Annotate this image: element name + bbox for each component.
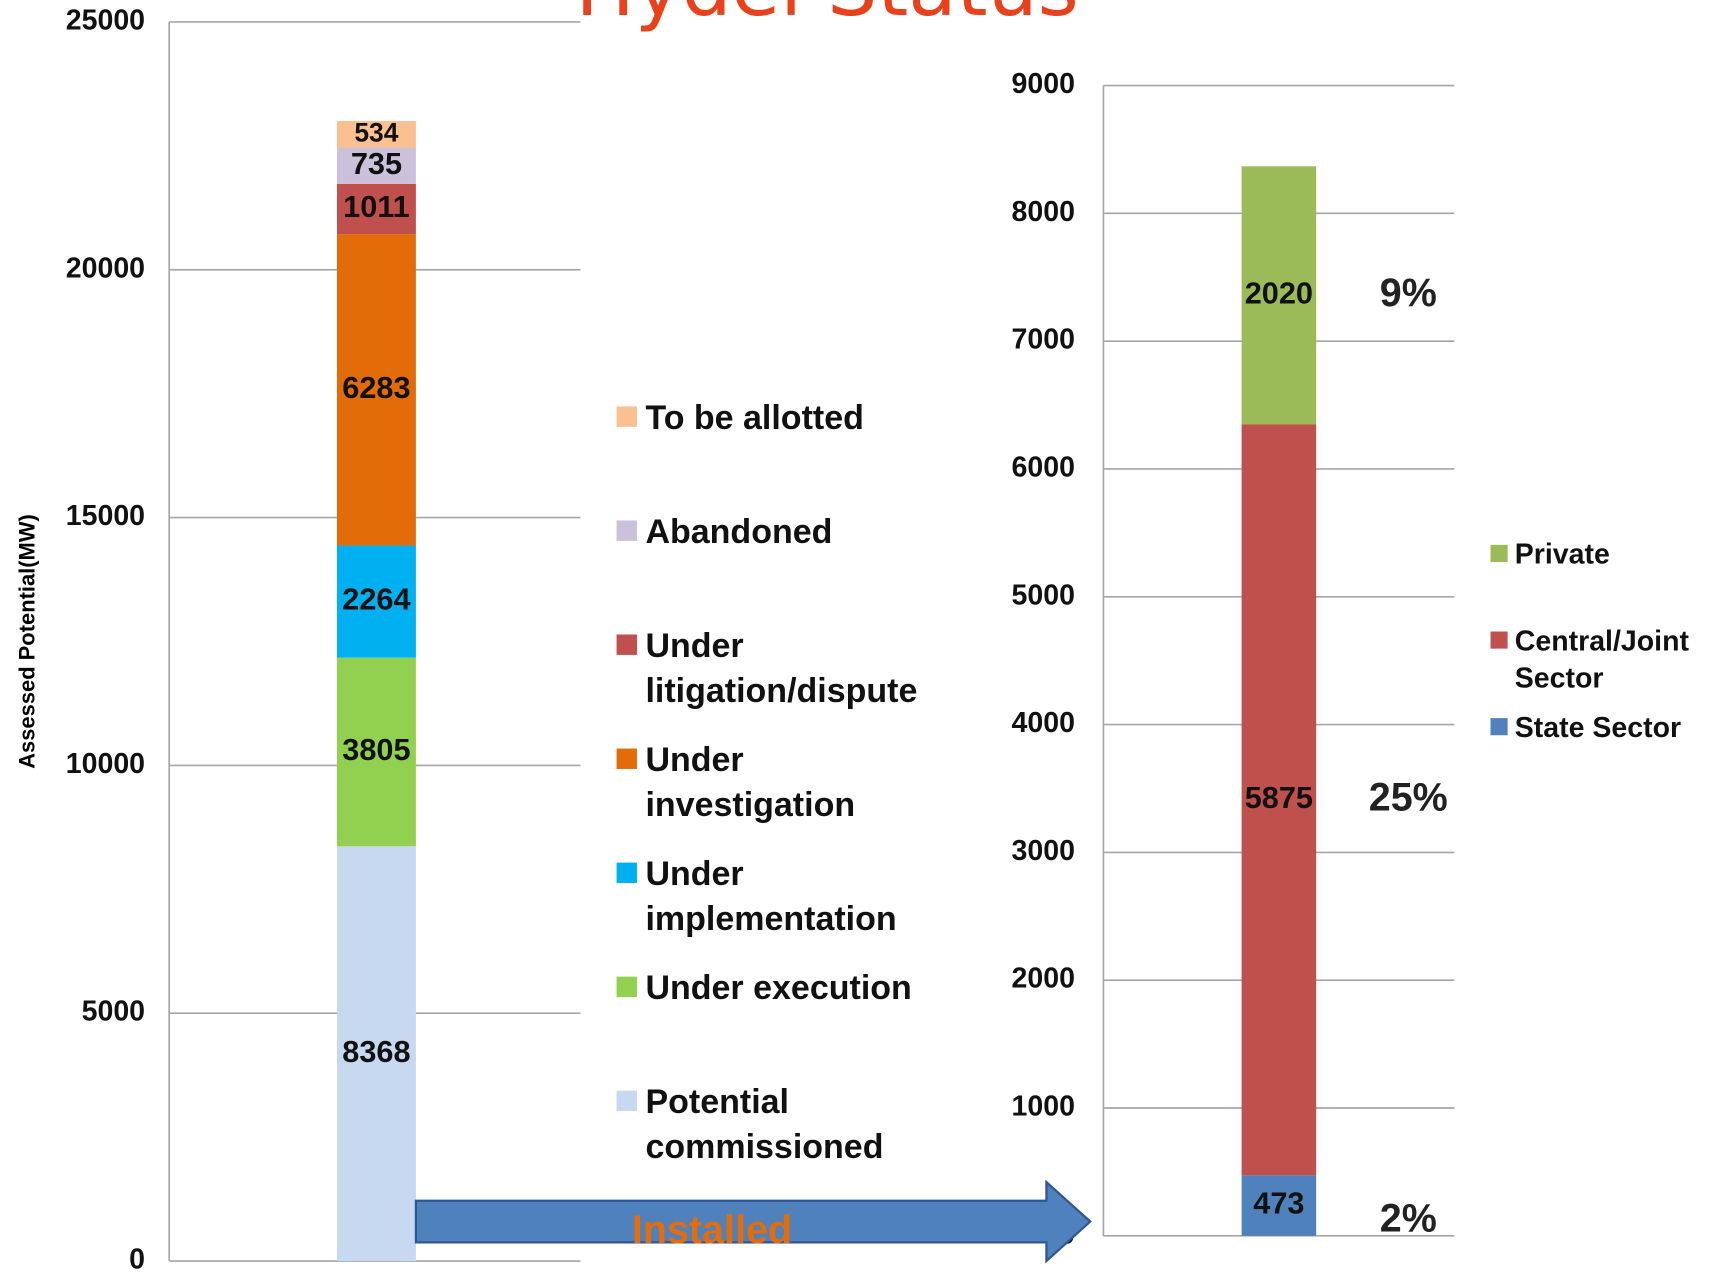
y-axis-title: Assessed Potential(MW) — [15, 514, 40, 769]
y-tick-label: 10000 — [66, 748, 145, 780]
y-tick-label: 1000 — [1012, 1091, 1075, 1123]
legend-label: Potential commissioned — [645, 1082, 884, 1166]
y-tick-label: 2000 — [1012, 963, 1075, 995]
bar-segment — [336, 234, 416, 546]
y-tick-label: 9000 — [1012, 68, 1075, 100]
legend-swatch — [616, 1090, 637, 1112]
legend-swatch — [616, 976, 637, 998]
data-label: 6283 — [342, 370, 410, 405]
legend-label: Private — [1514, 537, 1610, 571]
data-label: 473 — [1253, 1186, 1304, 1221]
y-tick-label: 15000 — [66, 500, 145, 532]
legend-item: Abandoned — [645, 512, 833, 551]
y-tick-label: 20000 — [66, 252, 145, 284]
legend-label: State Sector — [1514, 710, 1682, 744]
y-tick-label: 7000 — [1012, 324, 1075, 356]
legend-item: Under investigation — [645, 740, 856, 824]
legend-item: Under execution — [645, 968, 912, 1008]
legend-item: State Sector — [1514, 710, 1682, 744]
y-tick-label: 3000 — [1012, 835, 1075, 867]
legend-label: Under litigation/dispute — [645, 626, 918, 710]
legend-swatch — [616, 634, 637, 655]
bar-segment — [1241, 424, 1317, 1176]
legend-label: To be allotted — [645, 398, 864, 437]
legend-label: Under execution — [645, 968, 912, 1008]
data-label: 2264 — [342, 582, 410, 617]
legend-label: Abandoned — [645, 512, 833, 551]
legend-item: Potential commissioned — [645, 1082, 884, 1166]
installed-arrow — [414, 1179, 1092, 1264]
legend-item: Private — [1514, 537, 1610, 571]
y-tick-label: 5000 — [82, 996, 145, 1028]
legend-item: To be allotted — [645, 398, 864, 437]
share-annotation: 9% — [1380, 271, 1437, 315]
data-label: 2020 — [1245, 276, 1313, 311]
data-label: 8368 — [342, 1034, 410, 1069]
arrow-label: Installed — [632, 1208, 792, 1252]
share-annotation: 25% — [1369, 775, 1448, 819]
bar-segment — [336, 147, 416, 184]
legend-swatch — [616, 862, 637, 883]
legend-swatch — [1490, 718, 1508, 736]
data-label: 1011 — [343, 189, 410, 224]
bar-segment — [1241, 1175, 1317, 1236]
legend-swatch — [1490, 544, 1508, 562]
bar-segment — [1241, 166, 1317, 425]
y-tick-label: 6000 — [1012, 451, 1075, 483]
legend-item: Under litigation/dispute — [645, 626, 918, 710]
charts: 0 5000 10000 15000 20000 25000 Assessed Potent… — [15, 4, 1690, 1272]
data-label: 735 — [351, 146, 402, 181]
y-tick-label: 25000 — [66, 4, 145, 36]
data-label: 534 — [354, 117, 398, 147]
bar-segment — [336, 545, 416, 658]
legend-label: Under implementation — [645, 854, 897, 938]
data-label: 3805 — [342, 732, 410, 767]
legend-swatch — [616, 520, 637, 541]
legend-label: Under investigation — [645, 740, 856, 824]
data-label: 5875 — [1245, 780, 1313, 815]
y-tick-label: 8000 — [1012, 196, 1075, 228]
y-tick-label: 0 — [129, 1244, 145, 1272]
share-annotation: 2% — [1380, 1196, 1437, 1240]
y-tick-label: 5000 — [1012, 579, 1075, 611]
bar-segment — [336, 183, 416, 235]
bar-segment — [336, 121, 416, 148]
y-tick-label: 4000 — [1012, 707, 1075, 739]
legend-swatch — [1490, 631, 1508, 649]
bar-segment — [336, 657, 416, 847]
legend-swatch — [616, 406, 637, 427]
slide-title: Hydel Status — [575, 0, 1078, 34]
legend-item: Central/Joint Sector — [1514, 624, 1690, 694]
bar-segment — [336, 846, 416, 1262]
legend-label: Central/Joint Sector — [1514, 624, 1690, 694]
legend-item: Under implementation — [645, 854, 897, 938]
legend-swatch — [616, 748, 637, 769]
